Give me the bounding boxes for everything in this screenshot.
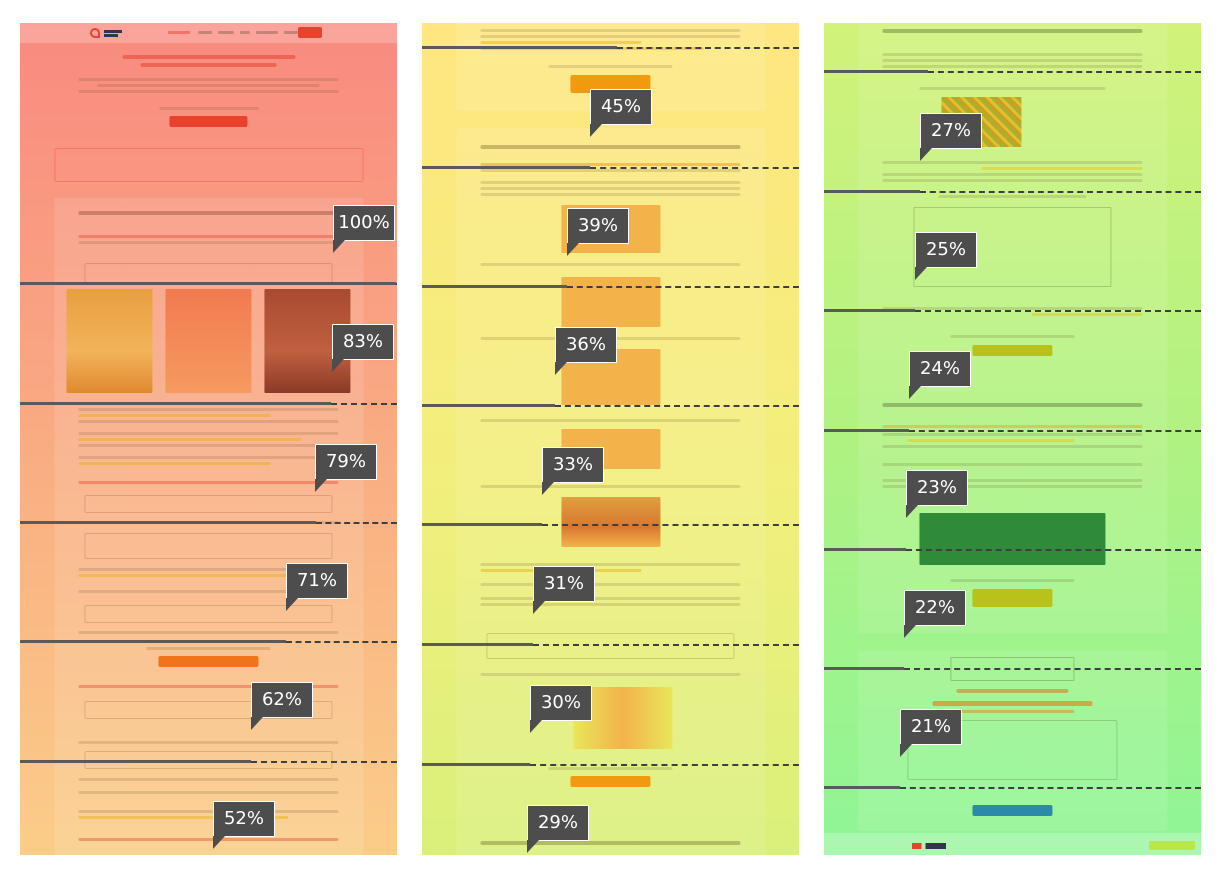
heatmap-trial-button[interactable] [972,345,1053,356]
page-column-3 [824,23,1201,855]
scroll-depth-line [824,783,1201,791]
page-column-2 [422,23,799,855]
scroll-depth-line [422,640,799,648]
scroll-percentage-badge: 33% [542,447,604,495]
nav-link[interactable] [198,31,212,34]
site-header [20,23,397,43]
create-account-button[interactable] [972,805,1053,816]
scroll-depth-line [422,520,799,528]
scroll-depth-line [824,664,1201,672]
scroll-percentage-badge: 79% [315,444,377,492]
footer-cta-button[interactable] [1149,841,1195,850]
heatmap-trial-button[interactable] [570,776,651,787]
page-column-1 [20,23,397,855]
scroll-percentage-badge: 23% [906,470,968,518]
page-body [53,23,364,855]
scroll-depth-line [824,545,1201,553]
scroll-percentage-badge: 62% [251,682,313,730]
heatmap-sample-1 [66,289,153,393]
scroll-percentage-badge: 83% [332,324,394,372]
scroll-depth-line [824,187,1201,195]
scroll-depth-line [824,306,1201,314]
page-body [455,23,766,855]
scroll-depth-line [422,760,799,768]
scroll-depth-line [422,43,799,51]
scroll-percentage-badge: 39% [567,208,629,256]
scroll-depth-line [422,401,799,409]
sample-image-5 [561,497,660,547]
scroll-depth-line [20,637,397,645]
nav-link[interactable] [168,31,190,34]
signup-button[interactable] [298,27,322,38]
heatmap-analysis-image [919,513,1106,565]
nav-link[interactable] [218,31,234,34]
table-of-contents [53,148,364,182]
scroll-percentage-badge: 71% [286,563,348,611]
scroll-depth-line [20,757,397,765]
sample-image-2 [561,277,660,327]
scroll-percentage-badge: 45% [590,89,652,137]
heatmap-sample-2 [165,289,252,393]
scroll-percentage-badge: 52% [213,801,275,849]
scroll-depth-line [422,282,799,290]
scroll-depth-line [20,518,397,526]
scroll-percentage-badge: 21% [900,709,962,757]
scroll-percentage-badge: 31% [533,566,595,614]
scroll-percentage-badge: 27% [920,113,982,161]
page-body [857,23,1168,855]
heatmap-trial-button[interactable] [158,656,259,667]
scroll-percentage-badge: 25% [915,232,977,280]
nav-link[interactable] [256,31,278,34]
scroll-depth-line [20,279,397,287]
heatmap-cta-button[interactable] [169,116,248,127]
site-logo [90,27,122,39]
scroll-depth-line [824,67,1201,75]
site-footer [824,833,1201,855]
attention-heatmap-image [913,207,1112,287]
scroll-depth-line [824,426,1201,434]
scroll-percentage-badge: 100% [333,205,395,253]
scroll-percentage-badge: 29% [527,805,589,853]
scroll-percentage-badge: 24% [909,351,971,399]
heatmap-trial-button[interactable] [570,75,651,93]
heatmap-trial-button[interactable] [972,589,1053,607]
scroll-percentage-badge: 22% [904,590,966,638]
nav-link[interactable] [240,31,250,34]
scroll-depth-line [20,399,397,407]
footer-logo [912,843,946,849]
scroll-percentage-badge: 30% [530,685,592,733]
nav-link[interactable] [284,31,298,34]
scroll-percentage-badge: 36% [555,327,617,375]
scroll-depth-line [422,163,799,171]
